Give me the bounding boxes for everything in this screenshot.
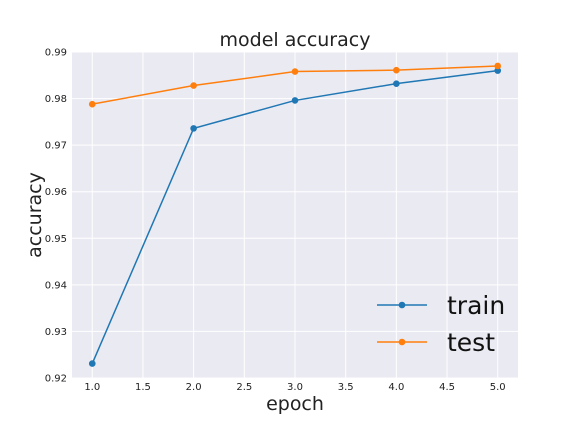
x-tick-label: 4.0 — [388, 382, 404, 393]
data-point-train — [190, 125, 197, 132]
y-tick-label: 0.94 — [45, 280, 67, 291]
x-tick-label: 5.0 — [490, 382, 506, 393]
data-point-train — [393, 80, 400, 87]
legend-marker-test — [398, 338, 406, 346]
x-tick-label: 2.5 — [236, 382, 252, 393]
data-point-test — [494, 62, 502, 70]
y-axis-label: accuracy — [24, 172, 46, 258]
data-point-train — [291, 97, 299, 104]
x-tick-label: 1.5 — [135, 382, 151, 393]
x-axis-label: epoch — [266, 393, 324, 415]
y-tick-label: 0.92 — [45, 374, 67, 385]
x-tick-label: 3.0 — [287, 382, 303, 393]
legend-marker-train — [398, 301, 406, 309]
data-point-test — [291, 68, 299, 75]
data-point-test — [393, 66, 400, 74]
x-tick-labels: 1.0 1.5 2.0 2.5 3.0 3.5 4.0 4.5 5.0 — [84, 382, 505, 393]
y-tick-label: 0.93 — [45, 327, 67, 338]
series-points — [88, 62, 502, 367]
legend-label-test: test — [447, 328, 495, 357]
x-tick-label: 4.5 — [439, 382, 455, 393]
legend: train test — [377, 291, 505, 357]
data-point-test — [88, 100, 96, 108]
x-tick-label: 2.0 — [186, 382, 202, 393]
grid-lines — [72, 51, 518, 379]
y-tick-label: 0.96 — [45, 187, 67, 198]
y-tick-label: 0.97 — [45, 141, 67, 152]
y-tick-labels: 0.92 0.93 0.94 0.95 0.96 0.97 0.98 0.99 — [45, 48, 67, 385]
data-point-train — [494, 67, 502, 74]
chart-title: model accuracy — [220, 29, 371, 51]
data-point-test — [190, 82, 197, 89]
x-tick-label: 3.5 — [338, 382, 354, 393]
legend-label-train: train — [447, 291, 505, 320]
y-tick-label: 0.95 — [45, 234, 67, 245]
y-tick-label: 0.98 — [45, 94, 67, 105]
y-tick-label: 0.99 — [45, 48, 67, 59]
data-point-train — [88, 360, 96, 367]
x-tick-label: 1.0 — [84, 382, 100, 393]
